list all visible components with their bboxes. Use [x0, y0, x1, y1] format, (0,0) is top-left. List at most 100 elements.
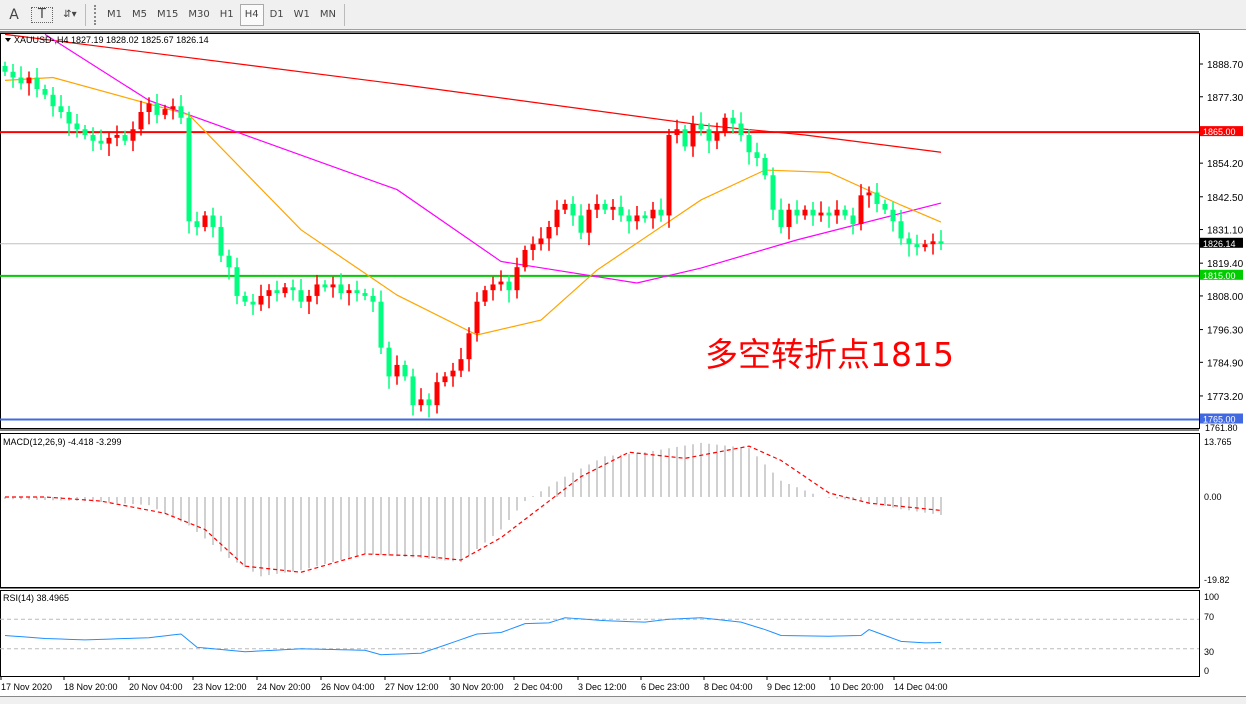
- macd-axis-label: 0.00: [1204, 492, 1222, 502]
- rsi-axis-label: 100: [1204, 592, 1219, 602]
- time-tick-label: 10 Dec 20:00: [830, 682, 884, 692]
- candle-body: [634, 215, 640, 222]
- price-tick-label: 1842.50: [1207, 193, 1244, 204]
- candle-body: [226, 255, 232, 268]
- candle: [66, 105, 72, 136]
- timeframe-w1[interactable]: W1: [293, 9, 310, 20]
- candle: [458, 347, 464, 377]
- time-tick-label: 26 Nov 04:00: [321, 682, 375, 692]
- candle: [82, 124, 88, 140]
- level-price-tag: [1200, 237, 1243, 248]
- candle-body: [578, 215, 584, 233]
- time-tick-label: 17 Nov 2020: [1, 682, 52, 692]
- candle-body: [122, 134, 128, 141]
- candle: [442, 372, 448, 387]
- candle-body: [186, 117, 192, 222]
- candle-body: [322, 284, 328, 288]
- candle: [706, 123, 712, 154]
- candle: [218, 215, 224, 263]
- candle: [514, 257, 520, 299]
- candle-body: [154, 103, 160, 115]
- time-tick-label: 9 Dec 12:00: [767, 682, 816, 692]
- price-chart[interactable]: 1888.70 1877.30 1854.20 1842.50 1831.10 1819.…: [0, 30, 1246, 696]
- candle-body: [410, 376, 416, 406]
- candle-body: [114, 134, 120, 138]
- timeframe-m5[interactable]: M5: [132, 9, 147, 20]
- candle: [170, 98, 176, 120]
- text-tool-button[interactable]: A: [9, 6, 19, 23]
- candle: [658, 198, 664, 222]
- candle: [490, 276, 496, 301]
- candle-body: [682, 129, 688, 147]
- candle-body: [722, 117, 728, 133]
- timeframe-mn[interactable]: MN: [319, 9, 337, 20]
- candle: [370, 288, 376, 313]
- timeframe-d1[interactable]: D1: [269, 9, 284, 20]
- candle-body: [274, 290, 280, 294]
- time-tick-label: 27 Nov 12:00: [385, 682, 439, 692]
- candle-body: [378, 301, 384, 348]
- candle: [290, 279, 296, 301]
- candle: [786, 203, 792, 240]
- candle: [162, 104, 168, 120]
- toolbar-grip[interactable]: [94, 4, 99, 25]
- chart-window[interactable]: 1888.70 1877.30 1854.20 1842.50 1831.10 1819.…: [0, 30, 1246, 696]
- candle-body: [338, 284, 344, 294]
- candle-body: [42, 89, 48, 95]
- price-tick-label: 1819.40: [1207, 259, 1244, 270]
- candle: [666, 128, 672, 228]
- candle-body: [402, 364, 408, 377]
- candle: [530, 236, 536, 261]
- candle: [154, 93, 160, 124]
- candle: [410, 368, 416, 416]
- candle-body: [34, 77, 40, 90]
- candle: [754, 142, 760, 167]
- candle-body: [90, 134, 96, 141]
- candle-body: [770, 175, 776, 210]
- candle: [602, 199, 608, 215]
- candle: [474, 292, 480, 342]
- candle-body: [98, 140, 104, 144]
- candle: [570, 196, 576, 226]
- timeframe-m30[interactable]: M30: [188, 9, 210, 20]
- time-tick-label: 20 Nov 04:00: [129, 682, 183, 692]
- candle: [522, 245, 528, 272]
- timeframe-m1[interactable]: M1: [107, 9, 122, 20]
- candle-body: [58, 106, 64, 112]
- toolbar-divider: [344, 3, 346, 26]
- candle: [322, 280, 328, 292]
- candle-body: [194, 221, 200, 227]
- moving-average-ma_fast: [4, 76, 942, 336]
- candle-body: [522, 249, 528, 268]
- candle-body: [642, 215, 648, 219]
- price-tick-label: 1831.10: [1207, 226, 1244, 237]
- candle-body: [250, 301, 256, 305]
- rsi-label: RSI(14) 38.4965: [3, 593, 69, 603]
- text-label-tool-button[interactable]: T: [31, 6, 53, 23]
- timeframe-h1[interactable]: H1: [219, 9, 234, 20]
- candle: [34, 68, 40, 98]
- candle: [330, 276, 336, 298]
- candle: [818, 201, 824, 222]
- timeframe-m15[interactable]: M15: [157, 9, 179, 20]
- candle: [74, 114, 80, 138]
- price-tick-label: 1854.20: [1207, 159, 1244, 170]
- candle-body: [490, 284, 496, 291]
- candle-body: [850, 215, 856, 225]
- candle-body: [738, 123, 744, 135]
- candle-body: [826, 212, 832, 216]
- candle: [194, 211, 200, 236]
- candle: [146, 97, 152, 125]
- candle: [578, 204, 584, 240]
- candle: [794, 200, 800, 224]
- candle: [346, 284, 352, 306]
- candle-body: [426, 399, 432, 406]
- candle: [258, 284, 264, 311]
- timeframe-h4[interactable]: H4: [239, 3, 264, 26]
- candle-body: [266, 290, 272, 296]
- candle-body: [10, 71, 16, 78]
- macd-axis-label: 13.765: [1204, 437, 1232, 447]
- candle: [922, 239, 928, 252]
- arrows-tool-button[interactable]: ⇵▾: [63, 9, 77, 20]
- candle: [642, 211, 648, 223]
